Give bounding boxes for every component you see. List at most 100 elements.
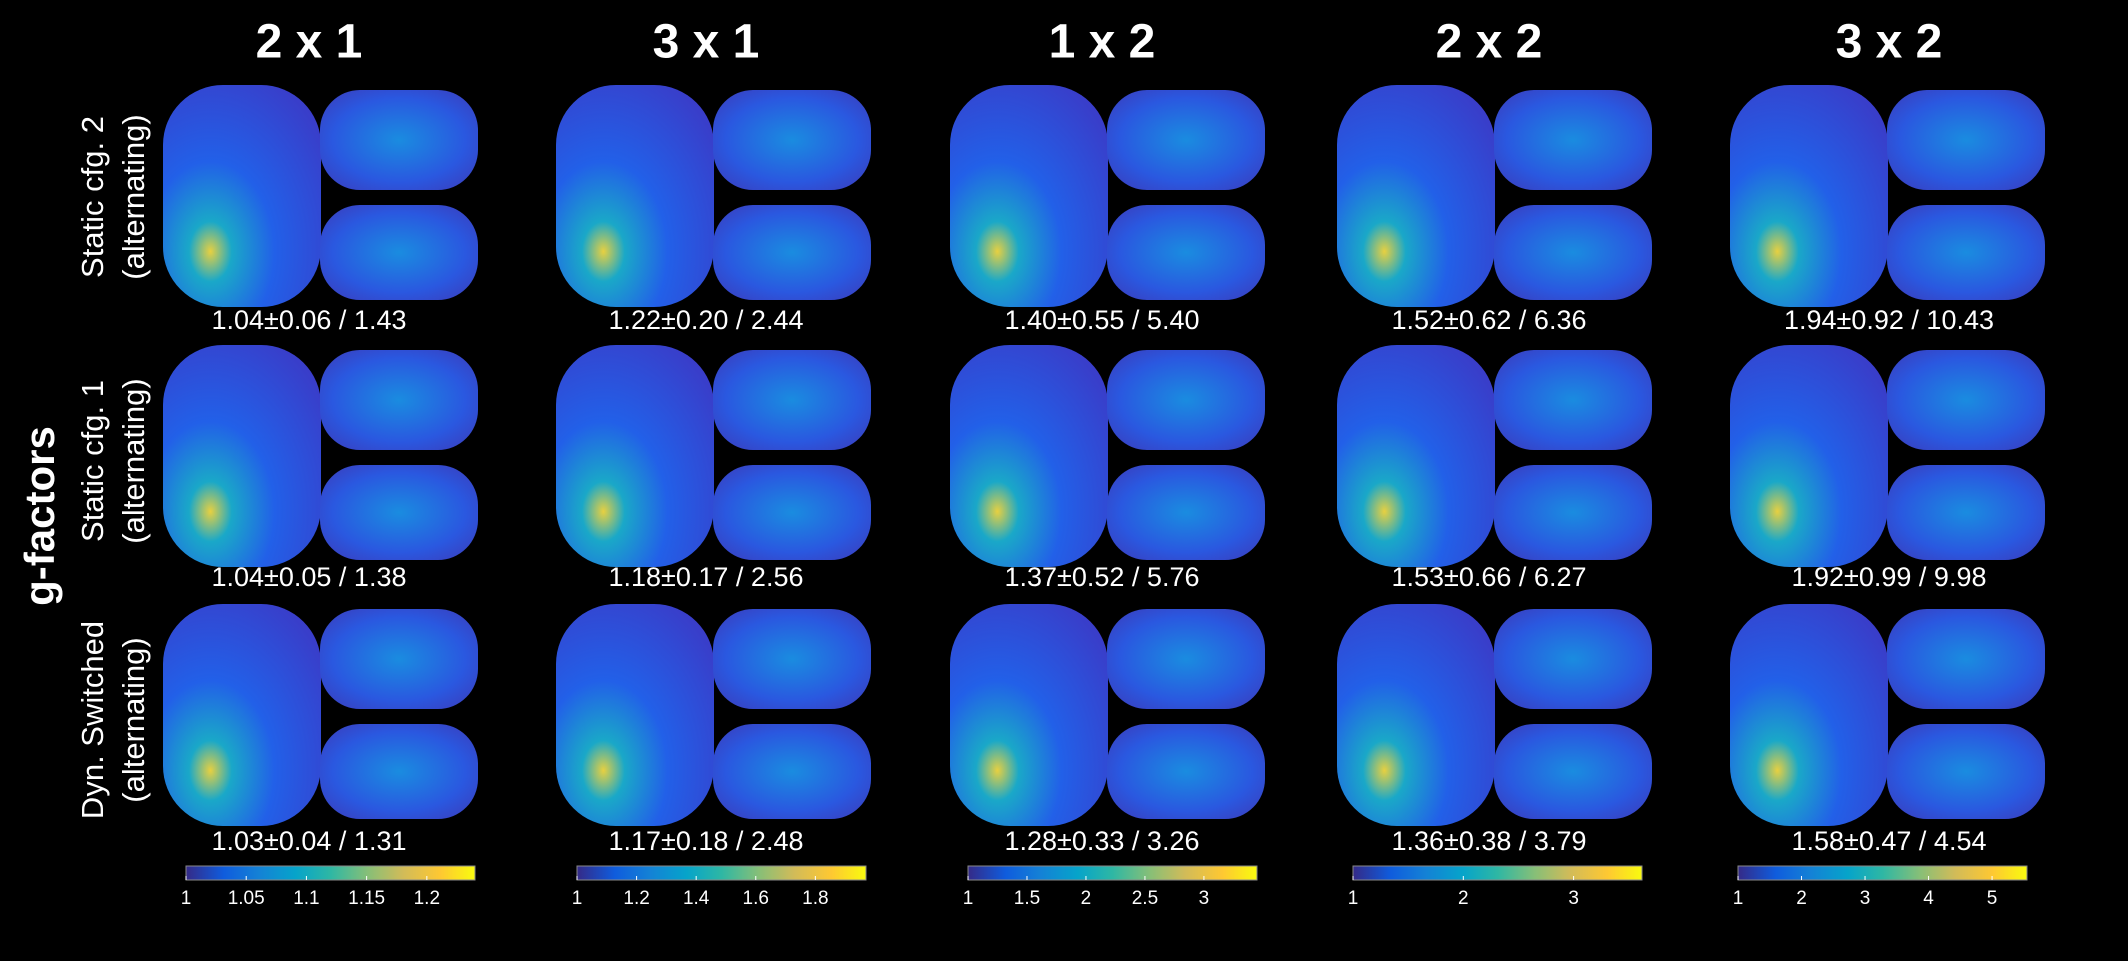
- gfactor-map: [950, 85, 1108, 307]
- colorbar: [185, 865, 476, 881]
- gfactor-map: [713, 465, 871, 560]
- gfactor-map: [320, 465, 478, 560]
- column-title: 3 x 1: [653, 16, 760, 69]
- gfactor-map: [556, 604, 714, 826]
- stats-label: 1.18±0.17 / 2.56: [609, 562, 804, 592]
- gfactor-map: [1494, 609, 1652, 709]
- colorbar-tick-label: 1: [1733, 888, 1744, 909]
- gfactor-map: [1887, 205, 2045, 300]
- gfactor-map: [320, 90, 478, 190]
- gfactor-map: [1887, 465, 2045, 560]
- colorbar: [576, 865, 867, 881]
- colorbar: [1737, 865, 2028, 881]
- gfactor-map: [1887, 609, 2045, 709]
- colorbar-tick-label: 3: [1860, 888, 1871, 909]
- stats-label: 1.37±0.52 / 5.76: [1005, 562, 1200, 592]
- stats-label: 1.58±0.47 / 4.54: [1792, 826, 1987, 856]
- colorbar-tick-label: 3: [1568, 888, 1579, 909]
- colorbar-tick-label: 1.5: [1014, 888, 1040, 909]
- gfactor-map: [713, 205, 871, 300]
- stats-label: 1.40±0.55 / 5.40: [1005, 305, 1200, 335]
- gfactor-map: [320, 609, 478, 709]
- colorbar-tick-label: 1.1: [293, 888, 319, 909]
- colorbar-tick-label: 1: [572, 888, 583, 909]
- colorbar-tick-label: 2.5: [1132, 888, 1158, 909]
- left-label: g-factors: [16, 426, 63, 606]
- row-label: Static cfg. 1: [75, 380, 110, 542]
- colorbar: [1352, 865, 1643, 881]
- gfactor-map: [1887, 90, 2045, 190]
- gfactor-map: [713, 350, 871, 450]
- colorbar-tick-label: 1.05: [228, 888, 265, 909]
- gfactor-map: [320, 205, 478, 300]
- colorbar: [967, 865, 1258, 881]
- gfactor-map: [1730, 345, 1888, 567]
- colorbar-tick-label: 1.2: [414, 888, 440, 909]
- row-label: (alternating): [116, 114, 151, 279]
- row-label: Static cfg. 2: [75, 116, 110, 278]
- gfactor-map: [163, 85, 321, 307]
- row-label: Dyn. Switched: [75, 621, 110, 819]
- gfactor-map: [1730, 85, 1888, 307]
- colorbar-tick-label: 2: [1458, 888, 1469, 909]
- column-title: 2 x 2: [1436, 16, 1543, 69]
- colorbar-tick-label: 3: [1199, 888, 1210, 909]
- gfactor-map: [163, 345, 321, 567]
- gfactor-map: [1107, 205, 1265, 300]
- gfactor-map: [1337, 345, 1495, 567]
- gfactor-map: [163, 604, 321, 826]
- column-title: 2 x 1: [256, 16, 363, 69]
- gfactor-map: [556, 85, 714, 307]
- gfactor-map: [1887, 724, 2045, 819]
- colorbar-tick-label: 1.8: [802, 888, 828, 909]
- stats-label: 1.94±0.92 / 10.43: [1784, 305, 1994, 335]
- gfactor-map: [1337, 85, 1495, 307]
- gfactor-map: [1494, 90, 1652, 190]
- gfactor-map: [1730, 604, 1888, 826]
- column-title: 3 x 2: [1836, 16, 1943, 69]
- gfactor-map: [1887, 350, 2045, 450]
- stats-label: 1.22±0.20 / 2.44: [609, 305, 804, 335]
- colorbar-tick-label: 1.2: [623, 888, 649, 909]
- colorbar-tick-label: 1: [1348, 888, 1359, 909]
- gfactor-map: [320, 350, 478, 450]
- stats-label: 1.28±0.33 / 3.26: [1005, 826, 1200, 856]
- gfactor-map: [713, 90, 871, 190]
- stats-label: 1.36±0.38 / 3.79: [1392, 826, 1587, 856]
- gfactor-map: [1494, 465, 1652, 560]
- stats-label: 1.53±0.66 / 6.27: [1392, 562, 1587, 592]
- gfactor-map: [320, 724, 478, 819]
- gfactor-map: [1107, 350, 1265, 450]
- colorbar-tick-label: 1.6: [743, 888, 769, 909]
- stats-label: 1.52±0.62 / 6.36: [1392, 305, 1587, 335]
- colorbar-tick-label: 2: [1081, 888, 1092, 909]
- gfactor-map: [713, 609, 871, 709]
- stats-label: 1.17±0.18 / 2.48: [609, 826, 804, 856]
- colorbar-tick-label: 1.15: [348, 888, 385, 909]
- gfactor-map: [1494, 205, 1652, 300]
- stats-label: 1.03±0.04 / 1.31: [212, 826, 407, 856]
- gfactor-map: [713, 724, 871, 819]
- stats-label: 1.92±0.99 / 9.98: [1792, 562, 1987, 592]
- colorbar-tick-label: 1.4: [683, 888, 710, 909]
- gfactor-map: [1337, 604, 1495, 826]
- gfactor-map: [1107, 465, 1265, 560]
- colorbar-tick-label: 1: [181, 888, 192, 909]
- gfactor-map: [1494, 350, 1652, 450]
- gfactor-map: [1107, 609, 1265, 709]
- row-label: (alternating): [116, 378, 151, 543]
- gfactor-map: [1107, 724, 1265, 819]
- colorbar-tick-label: 1: [963, 888, 974, 909]
- gfactor-map: [1494, 724, 1652, 819]
- row-label: (alternating): [116, 637, 151, 802]
- column-title: 1 x 2: [1049, 16, 1156, 69]
- colorbar-tick-label: 5: [1987, 888, 1998, 909]
- stats-label: 1.04±0.06 / 1.43: [212, 305, 407, 335]
- colorbar-tick-label: 4: [1923, 888, 1934, 909]
- gfactor-map: [1107, 90, 1265, 190]
- gfactor-map: [950, 604, 1108, 826]
- colorbar-tick-label: 2: [1796, 888, 1807, 909]
- gfactor-map: [556, 345, 714, 567]
